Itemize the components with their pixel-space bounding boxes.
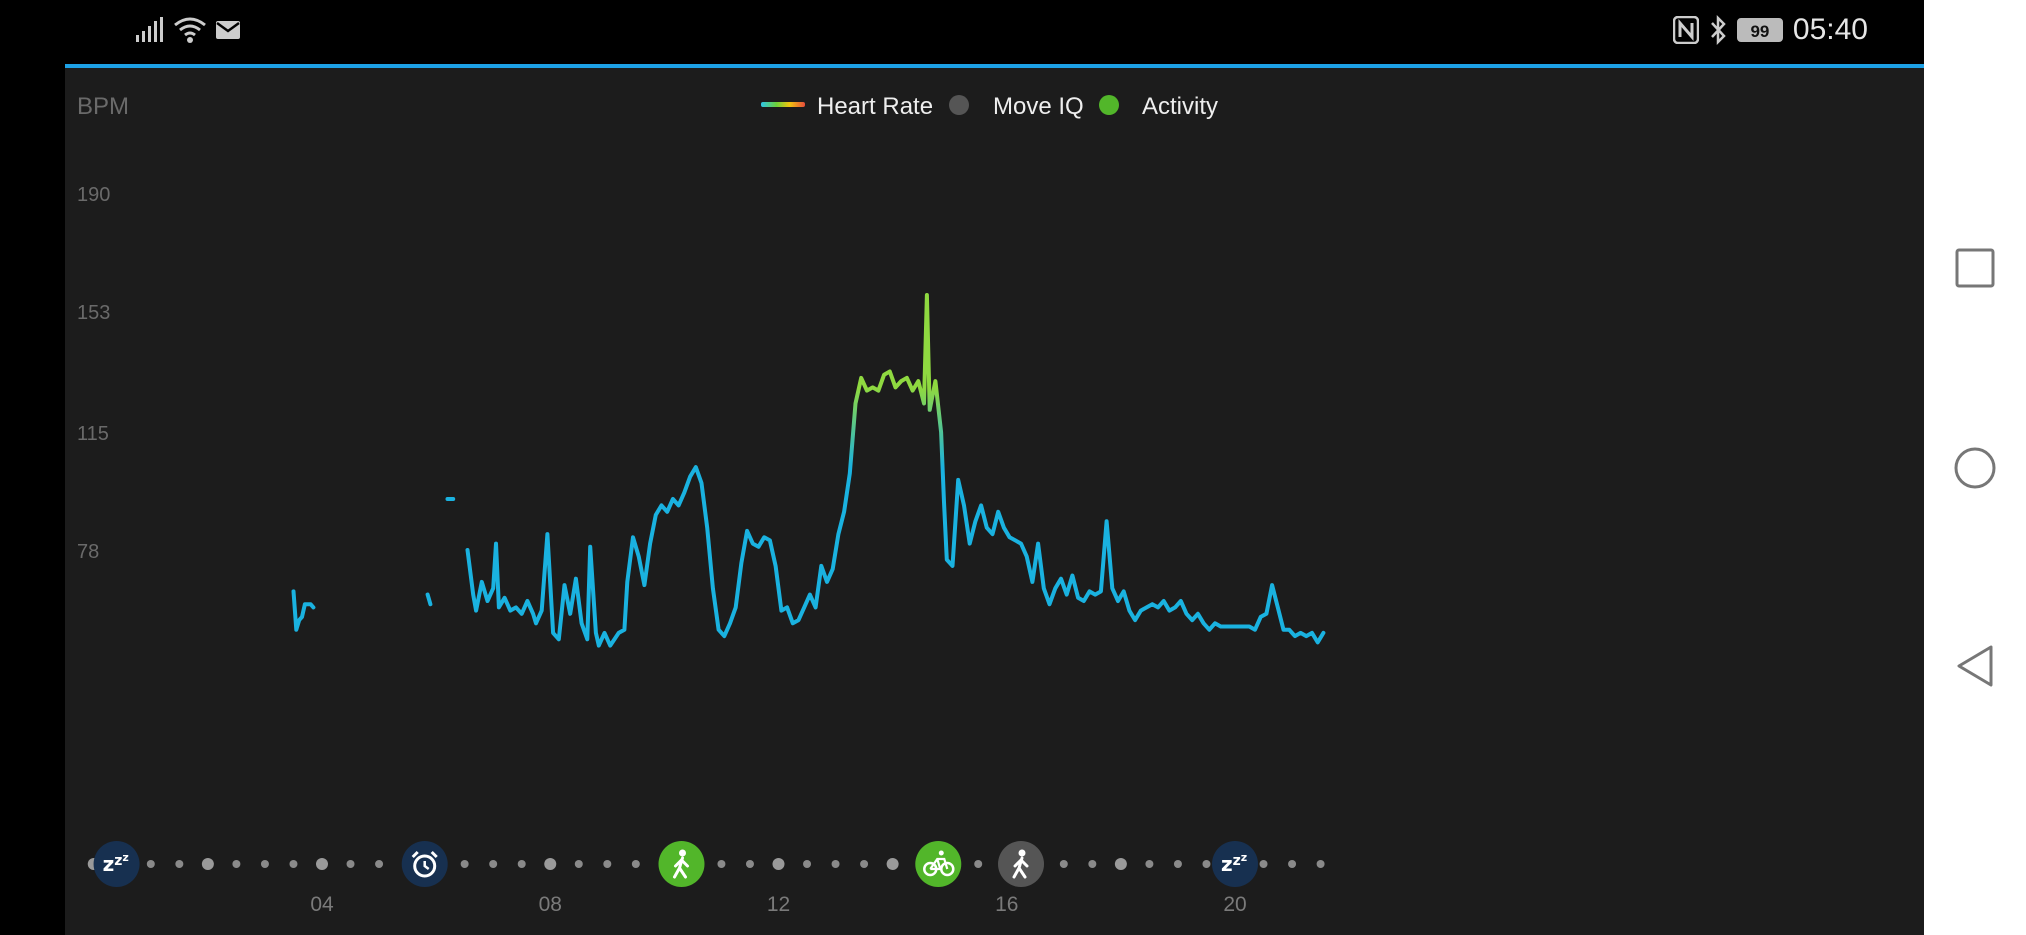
event-marker[interactable] xyxy=(998,841,1045,887)
timeline-dot xyxy=(745,860,754,868)
home-circle-icon xyxy=(1954,447,1996,489)
recents-square-icon xyxy=(1955,248,1995,288)
event-marker[interactable] xyxy=(915,841,962,887)
event-marker[interactable] xyxy=(401,841,448,887)
timeline-dot xyxy=(316,858,328,870)
heart-rate-line xyxy=(465,293,1326,648)
y-axis-unit: BPM xyxy=(77,93,129,120)
timeline-dot xyxy=(1145,860,1154,868)
timeline-dot xyxy=(831,860,840,868)
timeline-dot xyxy=(544,858,557,870)
legend-move-iq-label: Move IQ xyxy=(993,93,1084,120)
timeline-dot xyxy=(146,860,155,868)
back-triangle-icon xyxy=(1957,645,1993,687)
legend-activity-dot xyxy=(1099,95,1119,115)
timeline-dot xyxy=(1059,860,1068,868)
battery-icon: 99 xyxy=(1736,18,1783,42)
timeline-dot xyxy=(772,858,785,870)
y-axis-ticks: 78 115 153 190 xyxy=(77,184,110,563)
timeline-dot xyxy=(375,860,384,868)
y-tick-label: 153 xyxy=(77,302,110,324)
legend-heart-rate-swatch xyxy=(761,102,805,107)
event-badge xyxy=(1212,841,1258,887)
alarm-clock-icon xyxy=(411,850,438,878)
event-marker[interactable]: zzz xyxy=(1212,841,1258,887)
x-tick-label: 08 xyxy=(539,893,562,916)
timeline-dot xyxy=(1202,860,1211,868)
walking-person-icon xyxy=(672,849,689,879)
chart-legend: Heart Rate Move IQ Activity xyxy=(761,93,1218,120)
wifi-icon xyxy=(174,17,206,43)
event-markers: zzz zzz xyxy=(93,841,1258,887)
timeline-dot xyxy=(717,860,726,868)
x-tick-label: 20 xyxy=(1223,893,1246,916)
timeline-dot xyxy=(803,860,812,868)
timeline-dot xyxy=(860,860,869,868)
timeline-dot xyxy=(574,860,583,868)
bluetooth-icon xyxy=(1711,15,1726,45)
timeline-dot xyxy=(1316,860,1325,868)
home-button[interactable] xyxy=(1924,446,2026,490)
x-axis-ticks: 04 08 12 16 20 xyxy=(310,893,1246,916)
status-time: 05:40 xyxy=(1792,13,1868,46)
walking-person-icon xyxy=(1012,849,1029,879)
signal-icon xyxy=(136,17,163,42)
timeline-dot xyxy=(1288,860,1297,868)
heart-rate-chart[interactable]: BPM Heart Rate Move IQ Activity 78 115 153… xyxy=(65,68,1924,935)
recents-button[interactable] xyxy=(1924,248,2026,288)
timeline-dot xyxy=(517,860,526,868)
timeline-dot xyxy=(974,860,983,868)
mail-icon xyxy=(216,21,240,39)
legend-move-iq-dot xyxy=(949,95,969,115)
timeline-dot xyxy=(1173,860,1182,868)
timeline-dot xyxy=(232,860,241,868)
heart-rate-series xyxy=(291,293,1326,648)
heart-rate-line xyxy=(291,589,316,632)
timeline-dots xyxy=(87,858,1325,870)
status-right-icons: 99 05:40 xyxy=(1672,13,1868,47)
heart-rate-line xyxy=(425,592,433,607)
legend-activity-label: Activity xyxy=(1142,93,1218,120)
status-bar: 99 05:40 xyxy=(0,0,1924,66)
x-tick-label: 16 xyxy=(995,893,1018,916)
navigation-bar xyxy=(1924,0,2026,935)
bicycle-icon xyxy=(923,850,955,877)
timeline-dot xyxy=(175,860,184,868)
timeline-dot xyxy=(603,860,612,868)
y-tick-label: 190 xyxy=(77,184,110,206)
timeline-dot xyxy=(460,860,469,868)
timeline-dot xyxy=(886,858,899,870)
y-tick-label: 78 xyxy=(77,541,99,563)
timeline-dot xyxy=(1259,860,1268,868)
timeline-dot xyxy=(631,860,640,868)
status-left-icons xyxy=(135,16,241,44)
event-marker[interactable]: zzz xyxy=(93,841,140,887)
timeline-dot xyxy=(1088,860,1097,868)
y-tick-label: 115 xyxy=(77,423,109,445)
timeline-dot xyxy=(346,860,355,868)
nfc-icon xyxy=(1672,16,1699,44)
event-badge xyxy=(93,841,140,887)
accent-line xyxy=(65,64,1924,68)
x-tick-label: 04 xyxy=(310,893,334,916)
x-tick-label: 12 xyxy=(767,893,790,916)
timeline-dot xyxy=(260,860,269,868)
back-button[interactable] xyxy=(1924,644,2026,688)
timeline-dot xyxy=(289,860,298,868)
event-marker[interactable] xyxy=(658,841,705,887)
legend-heart-rate-label: Heart Rate xyxy=(817,93,933,120)
timeline-dot xyxy=(1114,858,1127,870)
timeline-dot xyxy=(489,860,498,868)
timeline-dot xyxy=(201,858,214,870)
